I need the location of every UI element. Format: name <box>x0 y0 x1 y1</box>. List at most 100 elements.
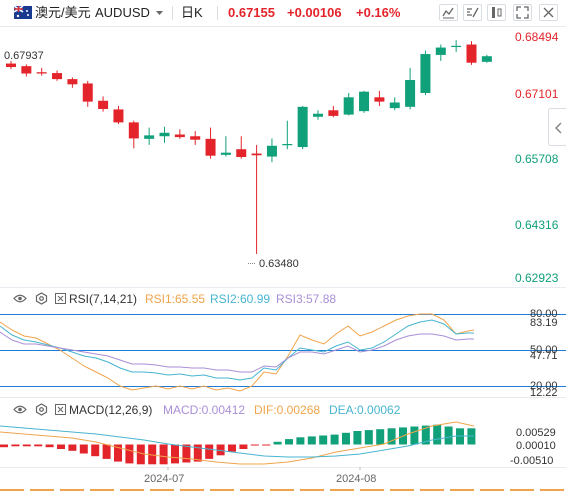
macd-bar <box>45 444 54 448</box>
eye-icon[interactable] <box>13 404 27 415</box>
close-icon[interactable] <box>55 293 66 304</box>
chart-type-button[interactable] <box>439 4 458 21</box>
header-sep-1 <box>172 6 173 20</box>
macd-bar <box>330 434 339 445</box>
macd-axis-2: 0.00010 <box>516 440 556 452</box>
close-icon[interactable] <box>55 404 66 415</box>
candle-body[interactable] <box>220 152 231 155</box>
candle-body[interactable] <box>343 97 354 115</box>
candle-body[interactable] <box>52 73 63 80</box>
candle-body[interactable] <box>481 56 492 62</box>
last-price: 0.67155 <box>228 5 275 20</box>
rsi3-line <box>0 331 474 373</box>
macd-axis-3: -0.00510 <box>510 455 554 467</box>
expand-icon <box>516 6 529 19</box>
candle-body[interactable] <box>98 100 109 109</box>
macd-bar <box>79 444 88 454</box>
dropdown-caret-icon[interactable] <box>156 11 163 16</box>
candle-body[interactable] <box>466 44 477 63</box>
macd-bar <box>228 444 236 452</box>
candle-body[interactable] <box>451 45 462 48</box>
symbol-name[interactable]: 澳元/美元 <box>35 5 91 20</box>
macd-bar <box>91 444 100 457</box>
candle-body[interactable] <box>389 102 400 109</box>
rsi-axis-50: 50.00 <box>530 344 558 356</box>
candle-body[interactable] <box>128 122 139 139</box>
candle-body[interactable] <box>435 47 446 55</box>
candle-body[interactable] <box>67 79 78 85</box>
macd-bar <box>57 444 65 449</box>
macd-bar <box>421 425 430 445</box>
candle-body[interactable] <box>359 91 370 112</box>
candle-body[interactable] <box>159 132 170 137</box>
candle-body[interactable] <box>328 110 339 116</box>
candle-body[interactable] <box>205 138 216 156</box>
flag-icon <box>14 6 32 19</box>
low-annotation: 0.63480 <box>259 258 299 270</box>
candle-body[interactable] <box>266 145 277 157</box>
settings-icon[interactable] <box>35 403 48 416</box>
macd-bar <box>205 444 214 459</box>
macd-bar <box>444 426 453 445</box>
macd-bar <box>182 444 191 463</box>
dea-value: DEA:0.00062 <box>329 403 401 417</box>
macd-value: MACD:0.00412 <box>163 403 246 417</box>
candle-body[interactable] <box>282 144 293 146</box>
timeframe-selector[interactable]: 日K <box>181 5 203 20</box>
candle-body[interactable] <box>144 135 155 139</box>
macd-title: MACD(12,26,9) <box>69 403 153 417</box>
rsi-axis-83: 83.19 <box>530 317 558 329</box>
rsi-axis-12: 12.22 <box>530 387 558 399</box>
candle-body[interactable] <box>420 54 431 93</box>
rsi1-line <box>0 313 475 392</box>
candle-body[interactable] <box>405 80 416 107</box>
macd-bar <box>193 444 202 462</box>
header-bar: 澳元/美元 AUDUSD 日K 0.67155 +0.00106 +0.16% <box>0 0 566 26</box>
eye-icon[interactable] <box>13 293 27 304</box>
candle-body[interactable] <box>374 97 385 102</box>
dif-line <box>0 421 475 465</box>
macd-bar <box>125 444 134 464</box>
macd-bar <box>22 444 31 447</box>
price-axis-label-2: 0.67101 <box>515 87 559 101</box>
macd-bar <box>262 444 271 446</box>
candle-body[interactable] <box>21 66 32 74</box>
candle-body[interactable] <box>236 149 247 158</box>
macd-bar <box>148 444 157 465</box>
settings-icon[interactable] <box>35 292 48 305</box>
candle-body[interactable] <box>313 113 323 117</box>
close-button[interactable] <box>539 4 558 21</box>
draw-tools-button[interactable] <box>487 4 506 21</box>
fullscreen-button[interactable] <box>513 4 532 21</box>
macd-bar <box>433 424 442 445</box>
candle-body[interactable] <box>190 136 201 140</box>
rsi-title: RSI(7,14,21) <box>69 292 138 306</box>
macd-bar <box>285 439 293 445</box>
macd-bar <box>364 430 373 445</box>
candle-body[interactable] <box>82 83 93 102</box>
macd-bar <box>387 428 396 445</box>
chart-icon-3 <box>492 7 502 18</box>
date-label-1: 2024-07 <box>144 473 185 485</box>
macd-histogram <box>0 424 476 465</box>
rsi1-value: RSI1:65.55 <box>145 292 206 306</box>
macd-bar <box>159 444 168 465</box>
price-axis-label-5: 0.62923 <box>515 271 559 285</box>
candle-body[interactable] <box>36 72 47 74</box>
macd-bar <box>307 436 316 445</box>
candle-body[interactable] <box>6 63 16 68</box>
chevron-left-icon <box>554 122 562 134</box>
candle-body[interactable] <box>297 106 308 148</box>
macd-bar <box>0 444 8 448</box>
indicator-button[interactable] <box>463 4 482 21</box>
collapse-panel-button[interactable] <box>548 108 566 146</box>
candle-body[interactable] <box>113 109 124 123</box>
macd-bar <box>250 444 259 446</box>
dif-value: DIF:0.00268 <box>254 403 321 417</box>
rsi3-value: RSI3:57.88 <box>276 292 337 306</box>
candle-body[interactable] <box>251 153 262 156</box>
candle-body[interactable] <box>174 134 185 138</box>
candlestick-series <box>6 40 492 254</box>
symbol-code[interactable]: AUDUSD <box>95 5 150 20</box>
